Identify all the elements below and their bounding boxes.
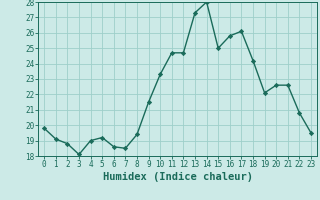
X-axis label: Humidex (Indice chaleur): Humidex (Indice chaleur)	[103, 172, 252, 182]
